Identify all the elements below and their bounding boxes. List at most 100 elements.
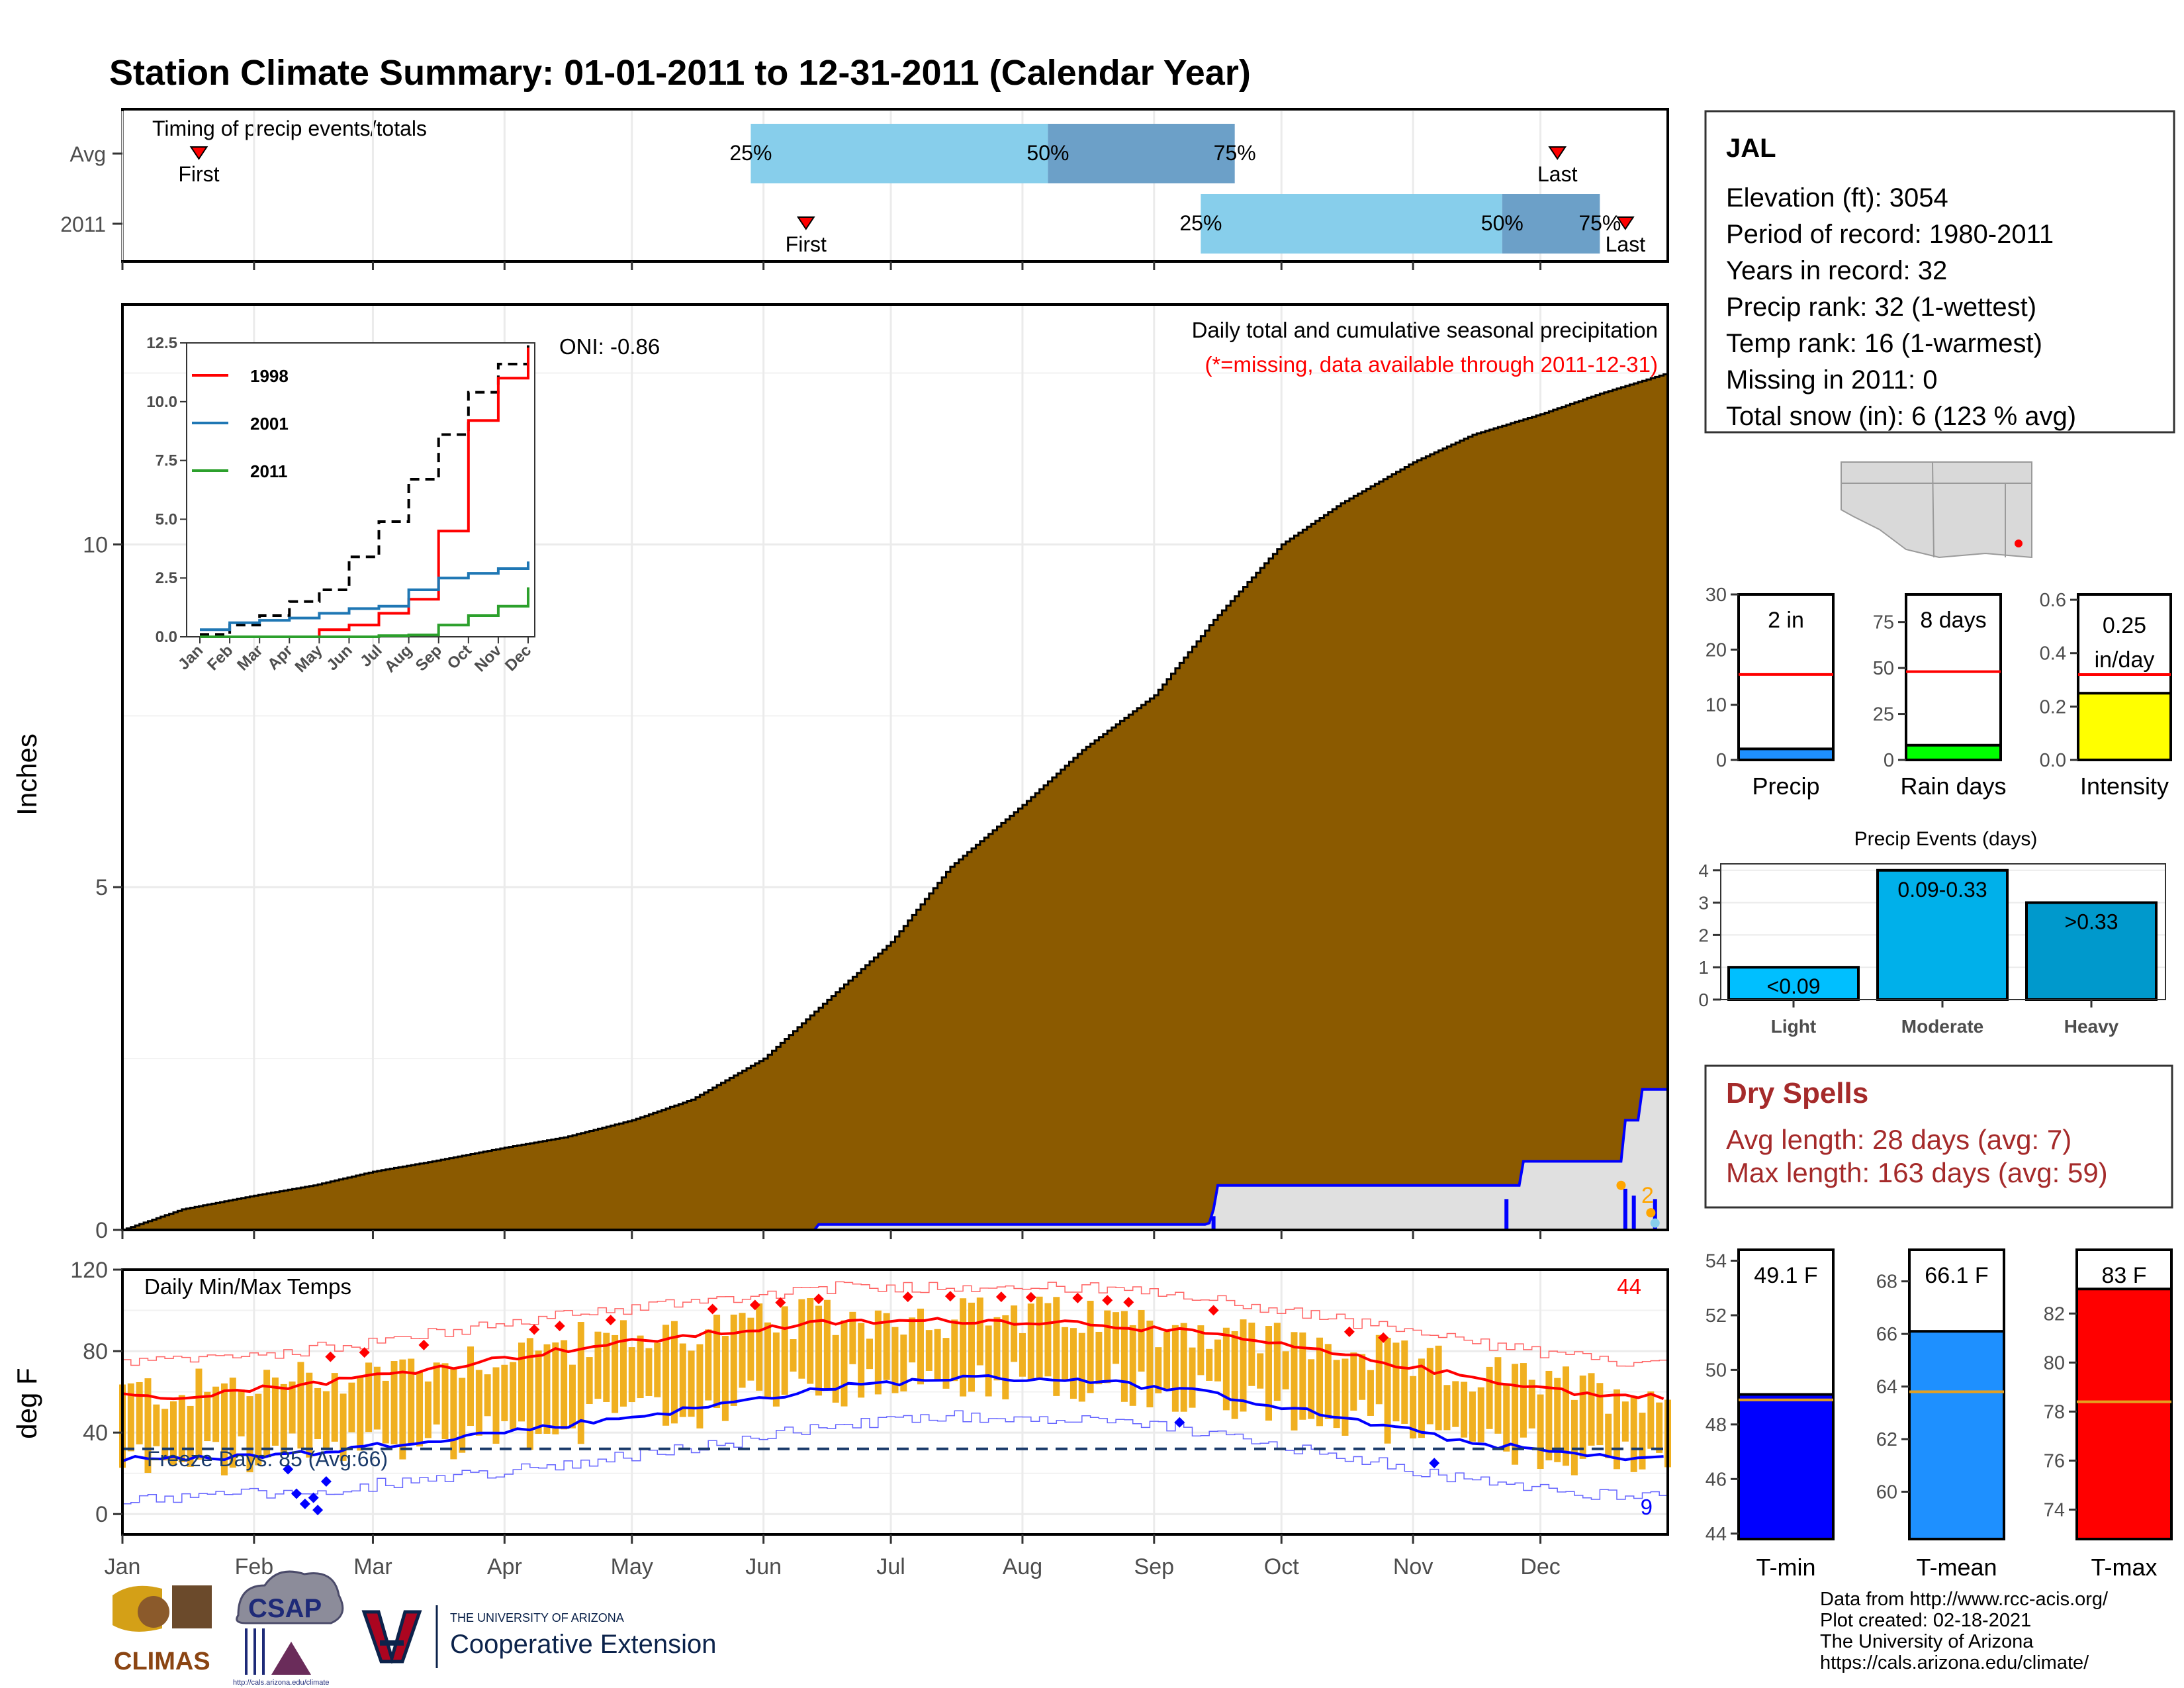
daily-temp-bar xyxy=(1452,1381,1459,1427)
daily-temp-bar xyxy=(373,1366,381,1430)
daily-temp-bar xyxy=(510,1362,517,1430)
daily-temp-bar xyxy=(1579,1375,1586,1459)
timing-row-label: Avg xyxy=(69,142,106,166)
daily-temp-bar xyxy=(1418,1358,1425,1438)
daily-temp-bar xyxy=(586,1357,593,1405)
inset-ytick-label: 10.0 xyxy=(146,393,177,411)
daily-temp-bar xyxy=(255,1393,262,1466)
daily-temp-bar xyxy=(1146,1320,1154,1408)
freeze-days-label: Freeze Days: 85 (Avg:66) xyxy=(147,1447,388,1471)
temp-bar-ytick-label: 74 xyxy=(2044,1500,2065,1521)
csap-logo-cloud xyxy=(236,1570,344,1624)
daily-temp-bar xyxy=(348,1382,355,1432)
daily-temp-bar xyxy=(1588,1373,1595,1446)
daily-temp-bar xyxy=(603,1333,610,1402)
daily-temp-bar xyxy=(1426,1348,1433,1425)
temp-bar-ytick-label: 52 xyxy=(1706,1305,1727,1327)
temp-bar-ytick-label: 76 xyxy=(2044,1450,2065,1472)
events-frame xyxy=(1720,863,2166,1000)
climas-logo-land xyxy=(172,1585,212,1628)
temp-ytick-label: 80 xyxy=(83,1339,108,1364)
daily-temp-bar xyxy=(1605,1413,1612,1458)
event-bar xyxy=(1876,868,2009,1002)
daily-temp-bar xyxy=(169,1401,177,1466)
station-info-line: Temp rank: 16 (1-warmest) xyxy=(1726,329,2042,358)
month-label: Sep xyxy=(1134,1554,1175,1579)
temp-ylabel: deg F xyxy=(11,1368,42,1438)
daily-temp-bar xyxy=(594,1331,602,1399)
station-info-box: JAL Elevation (ft): 3054 Period of record… xyxy=(1704,110,2175,434)
daily-temp-bar xyxy=(1011,1305,1018,1362)
daily-temp-bar xyxy=(1401,1340,1408,1424)
daily-temp-bar xyxy=(1469,1391,1476,1442)
daily-temp-bar xyxy=(1316,1337,1323,1427)
record-high-marker xyxy=(529,1324,540,1335)
record-low-marker xyxy=(1174,1417,1185,1428)
timing-bar-50-75 xyxy=(1048,124,1235,183)
first-event-marker xyxy=(796,216,815,230)
daily-temp-bar xyxy=(619,1320,627,1407)
record-high-marker xyxy=(418,1339,430,1350)
timing-row-label: 2011 xyxy=(60,212,106,236)
daily-temp-bar xyxy=(1359,1354,1366,1400)
intensity-unit-label: in/day xyxy=(2095,647,2155,673)
daily-temp-bar xyxy=(858,1323,865,1398)
timing-bar-25-50 xyxy=(1201,194,1502,254)
main-chart-header: Daily total and cumulative seasonal prec… xyxy=(1192,318,1658,342)
daily-precip-bar xyxy=(1623,1188,1627,1230)
station-info-line: Period of record: 1980-2011 xyxy=(1726,220,2054,249)
daily-temp-bar xyxy=(365,1362,373,1432)
daily-temp-bar xyxy=(1570,1399,1578,1476)
daily-temp-bar xyxy=(314,1387,322,1439)
annual-bar-charts: 0 10 20 30 2 in Precip 0 25 50 75 8 days Rain days 0… xyxy=(1706,585,2172,800)
daily-temp-bar xyxy=(399,1359,406,1460)
footer-line: https://cals.arizona.edu/climate/ xyxy=(1820,1652,2089,1673)
inset-legend-label: 1998 xyxy=(250,366,289,386)
timing-title: Timing of precip events/totals xyxy=(152,117,427,140)
record-high-marker xyxy=(1102,1295,1113,1306)
daily-temp-bar xyxy=(1503,1385,1510,1452)
record-high-marker xyxy=(775,1297,786,1308)
daily-temp-bar xyxy=(1461,1382,1468,1438)
inset-legend-label: 2001 xyxy=(250,414,289,434)
record-low-marker xyxy=(312,1505,324,1516)
record-low-line xyxy=(122,1410,1668,1505)
daily-temp-bar xyxy=(1257,1353,1264,1389)
daily-temp-bar xyxy=(1240,1319,1247,1412)
main-ytick-label: 0 xyxy=(95,1218,108,1243)
daily-temp-bar xyxy=(1299,1332,1306,1420)
month-label: Feb xyxy=(235,1554,274,1579)
daily-temp-bar xyxy=(1494,1357,1502,1434)
daily-temp-bar xyxy=(1333,1360,1340,1429)
ua-logo-crossbar xyxy=(380,1640,404,1646)
annual-temperature-bars: 44 46 48 50 52 54 49.1 F T-min 60 62 64 66 68 66.1 F T… xyxy=(1706,1248,2173,1581)
daily-temp-bar xyxy=(1189,1347,1196,1408)
daily-temp-bar xyxy=(1087,1301,1094,1393)
precip-total-label: 2 in xyxy=(1768,608,1804,633)
last-event-marker xyxy=(1615,216,1635,230)
daily-temp-bar xyxy=(730,1314,737,1406)
daily-temp-bar xyxy=(331,1373,338,1442)
small-chart-ytick-label: 0 xyxy=(1716,750,1727,771)
daily-temp-bar xyxy=(187,1405,194,1467)
temp-bar-ytick-label: 62 xyxy=(1876,1429,1897,1450)
daily-temp-bar xyxy=(144,1378,152,1473)
month-label: Jul xyxy=(876,1554,905,1579)
daily-precip-point xyxy=(1650,1218,1660,1228)
footer-line: Data from http://www.rcc-acis.org/ xyxy=(1820,1589,2109,1610)
daily-temp-bar xyxy=(408,1358,415,1445)
small-chart-label: Precip xyxy=(1752,773,1819,800)
climas-logo: CLIMAS xyxy=(113,1585,212,1675)
daily-temp-bar xyxy=(823,1299,831,1389)
temp-bar-ytick-label: 54 xyxy=(1706,1250,1727,1272)
small-chart-ytick-label: 0.6 xyxy=(2040,590,2066,611)
footer-credits: Data from http://www.rcc-acis.org/ Plot … xyxy=(1820,1589,2109,1673)
temp-bar-ytick-label: 46 xyxy=(1706,1469,1727,1490)
daily-temp-bar xyxy=(739,1313,746,1388)
small-chart-ytick-label: 25 xyxy=(1873,704,1894,726)
station-info-line: Years in record: 32 xyxy=(1726,256,1947,285)
temp-bar-ytick-label: 48 xyxy=(1706,1415,1727,1436)
record-high-count: 44 xyxy=(1617,1274,1641,1299)
event-category-label: Heavy xyxy=(2064,1016,2119,1037)
daily-temp-bar xyxy=(1078,1333,1085,1402)
